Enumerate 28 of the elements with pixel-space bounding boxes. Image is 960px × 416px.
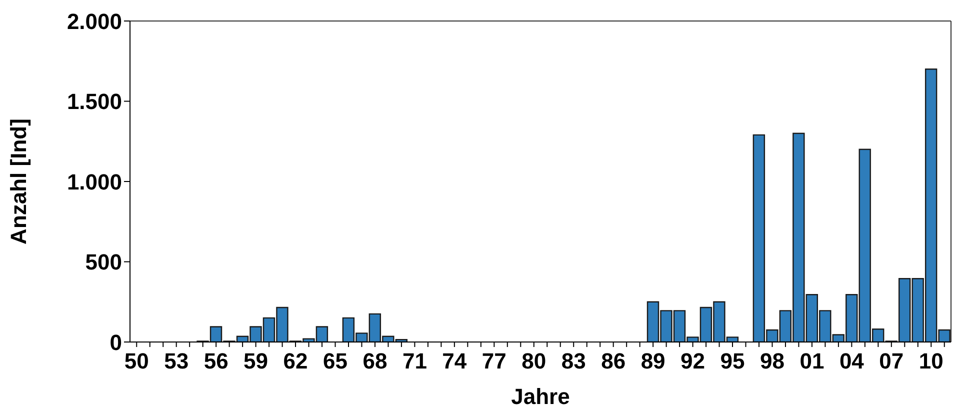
y-tick-label: 2.000 bbox=[66, 8, 122, 34]
x-tick-label: 80 bbox=[522, 348, 546, 374]
x-tick-label: 10 bbox=[918, 348, 944, 374]
x-tick-label: 89 bbox=[640, 348, 666, 374]
y-tick-label: 0 bbox=[110, 330, 122, 355]
x-tick-label: 07 bbox=[879, 348, 904, 374]
x-tick-label: 01 bbox=[800, 348, 824, 374]
x-tick-label: 98 bbox=[760, 348, 784, 374]
y-tick-label: 500 bbox=[85, 250, 122, 275]
x-tick-label: 68 bbox=[362, 348, 388, 374]
x-tick-label: 92 bbox=[680, 348, 706, 374]
x-tick-label: 86 bbox=[601, 348, 626, 374]
y-tick-label: 1.000 bbox=[66, 169, 122, 194]
x-tick-label: 59 bbox=[244, 348, 268, 374]
x-tick-label: 50 bbox=[124, 348, 149, 374]
x-tick-label: 71 bbox=[402, 348, 427, 374]
x-tick-label: 83 bbox=[561, 348, 586, 374]
x-tick-label: 74 bbox=[442, 348, 468, 374]
x-tick-label: 04 bbox=[839, 348, 865, 374]
x-axis-title: Jahre bbox=[511, 384, 570, 409]
x-tick-label: 56 bbox=[204, 348, 228, 374]
x-tick-label: 62 bbox=[283, 348, 308, 374]
y-axis-title: Anzahl [Ind] bbox=[6, 118, 31, 244]
x-tick-label: 65 bbox=[323, 348, 348, 374]
x-tick-label: 53 bbox=[164, 348, 189, 374]
x-tick-label: 95 bbox=[720, 348, 745, 374]
x-tick-label: 77 bbox=[482, 348, 506, 374]
y-tick-label: 1.500 bbox=[66, 89, 122, 114]
